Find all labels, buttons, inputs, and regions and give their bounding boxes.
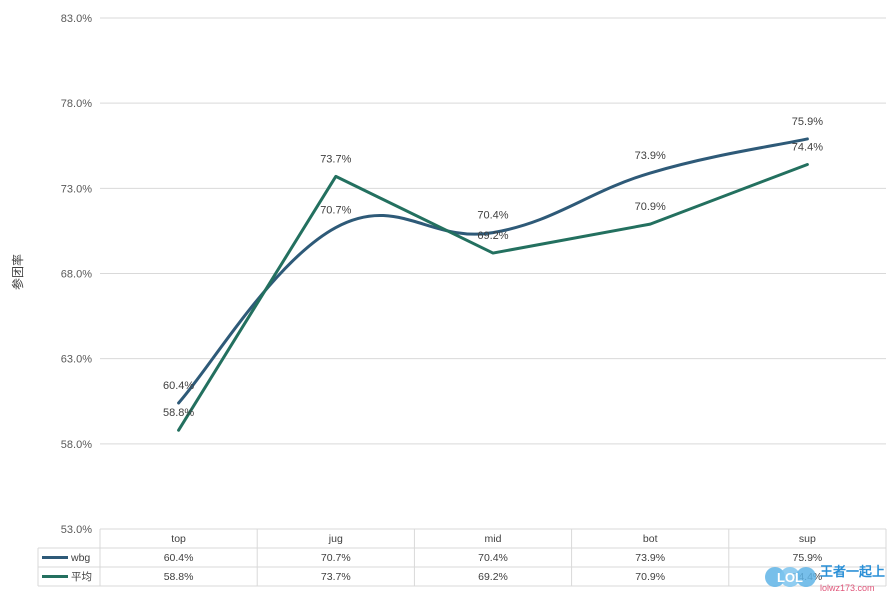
table-cell: 73.9% — [635, 552, 665, 564]
watermark: LOL 王者一起上 lolwz173.com — [765, 564, 885, 593]
y-tick-label: 73.0% — [61, 183, 92, 195]
y-axis-ticks: 53.0% 58.0% 63.0% 68.0% 73.0% 78.0% 83.0% — [61, 13, 92, 536]
data-label: 70.9% — [635, 201, 666, 213]
table-cell: 69.2% — [478, 571, 508, 583]
data-label: 70.7% — [320, 205, 351, 217]
data-label: 75.9% — [792, 116, 823, 128]
watermark-logo-circle — [796, 567, 816, 587]
x-category-label: jug — [328, 533, 343, 545]
data-label: 69.2% — [477, 230, 508, 242]
watermark-url: lolwz173.com — [820, 583, 875, 593]
x-category-label: top — [171, 533, 186, 545]
table-cell: 58.8% — [164, 571, 194, 583]
table-cell: 73.7% — [321, 571, 351, 583]
table-cell: 70.9% — [635, 571, 665, 583]
series-line-平均 — [177, 162, 809, 432]
series-lines — [177, 137, 809, 432]
x-category-label: mid — [485, 533, 502, 545]
watermark-text: 王者一起上 — [820, 564, 885, 579]
data-label: 73.9% — [635, 150, 666, 162]
data-label: 74.4% — [792, 141, 823, 153]
y-tick-label: 53.0% — [61, 524, 92, 536]
y-tick-label: 63.0% — [61, 354, 92, 366]
watermark-logo-circle — [780, 567, 800, 587]
data-label: 73.7% — [320, 153, 351, 165]
table-cell: 70.7% — [321, 552, 351, 564]
data-labels: 60.4% 58.8% 70.7% 73.7% 70.4% 69.2% 73.9% 70.9%… — [163, 116, 823, 419]
y-tick-label: 68.0% — [61, 269, 92, 281]
data-label: 70.4% — [477, 210, 508, 222]
y-tick-label: 78.0% — [61, 98, 92, 110]
data-label: 60.4% — [163, 380, 194, 392]
table-cell: 75.9% — [793, 552, 823, 564]
y-tick-label: 83.0% — [61, 13, 92, 25]
gridlines — [100, 17, 886, 445]
legend-label: 平均 — [71, 571, 92, 583]
data-label: 58.8% — [163, 407, 194, 419]
table-cell: 60.4% — [164, 552, 194, 564]
y-axis-label: 参团率 — [10, 254, 25, 290]
data-table: top jug mid bot sup wbg 60.4% 70.7% 70.4% 73.9% 75… — [37, 528, 887, 587]
x-category-label: sup — [799, 533, 816, 545]
legend-label: wbg — [70, 552, 90, 564]
watermark-logo-circle — [765, 567, 785, 587]
table-cell: 70.4% — [478, 552, 508, 564]
y-tick-label: 58.0% — [61, 439, 92, 451]
series-line-wbg — [177, 137, 809, 405]
watermark-logo: LOL — [777, 570, 803, 585]
x-category-label: bot — [643, 533, 658, 545]
